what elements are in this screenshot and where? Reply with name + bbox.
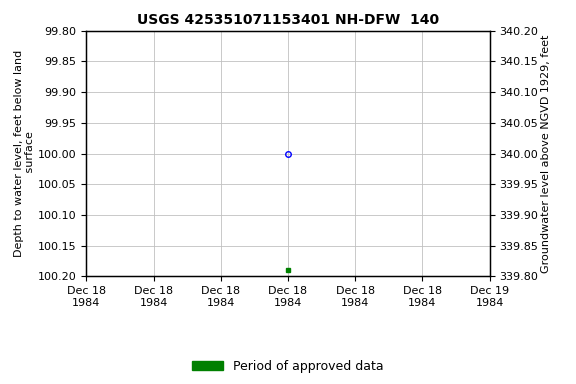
Title: USGS 425351071153401 NH-DFW  140: USGS 425351071153401 NH-DFW 140 (137, 13, 439, 27)
Legend: Period of approved data: Period of approved data (187, 355, 389, 378)
Y-axis label: Depth to water level, feet below land
 surface: Depth to water level, feet below land su… (14, 50, 35, 257)
Y-axis label: Groundwater level above NGVD 1929, feet: Groundwater level above NGVD 1929, feet (541, 35, 551, 273)
